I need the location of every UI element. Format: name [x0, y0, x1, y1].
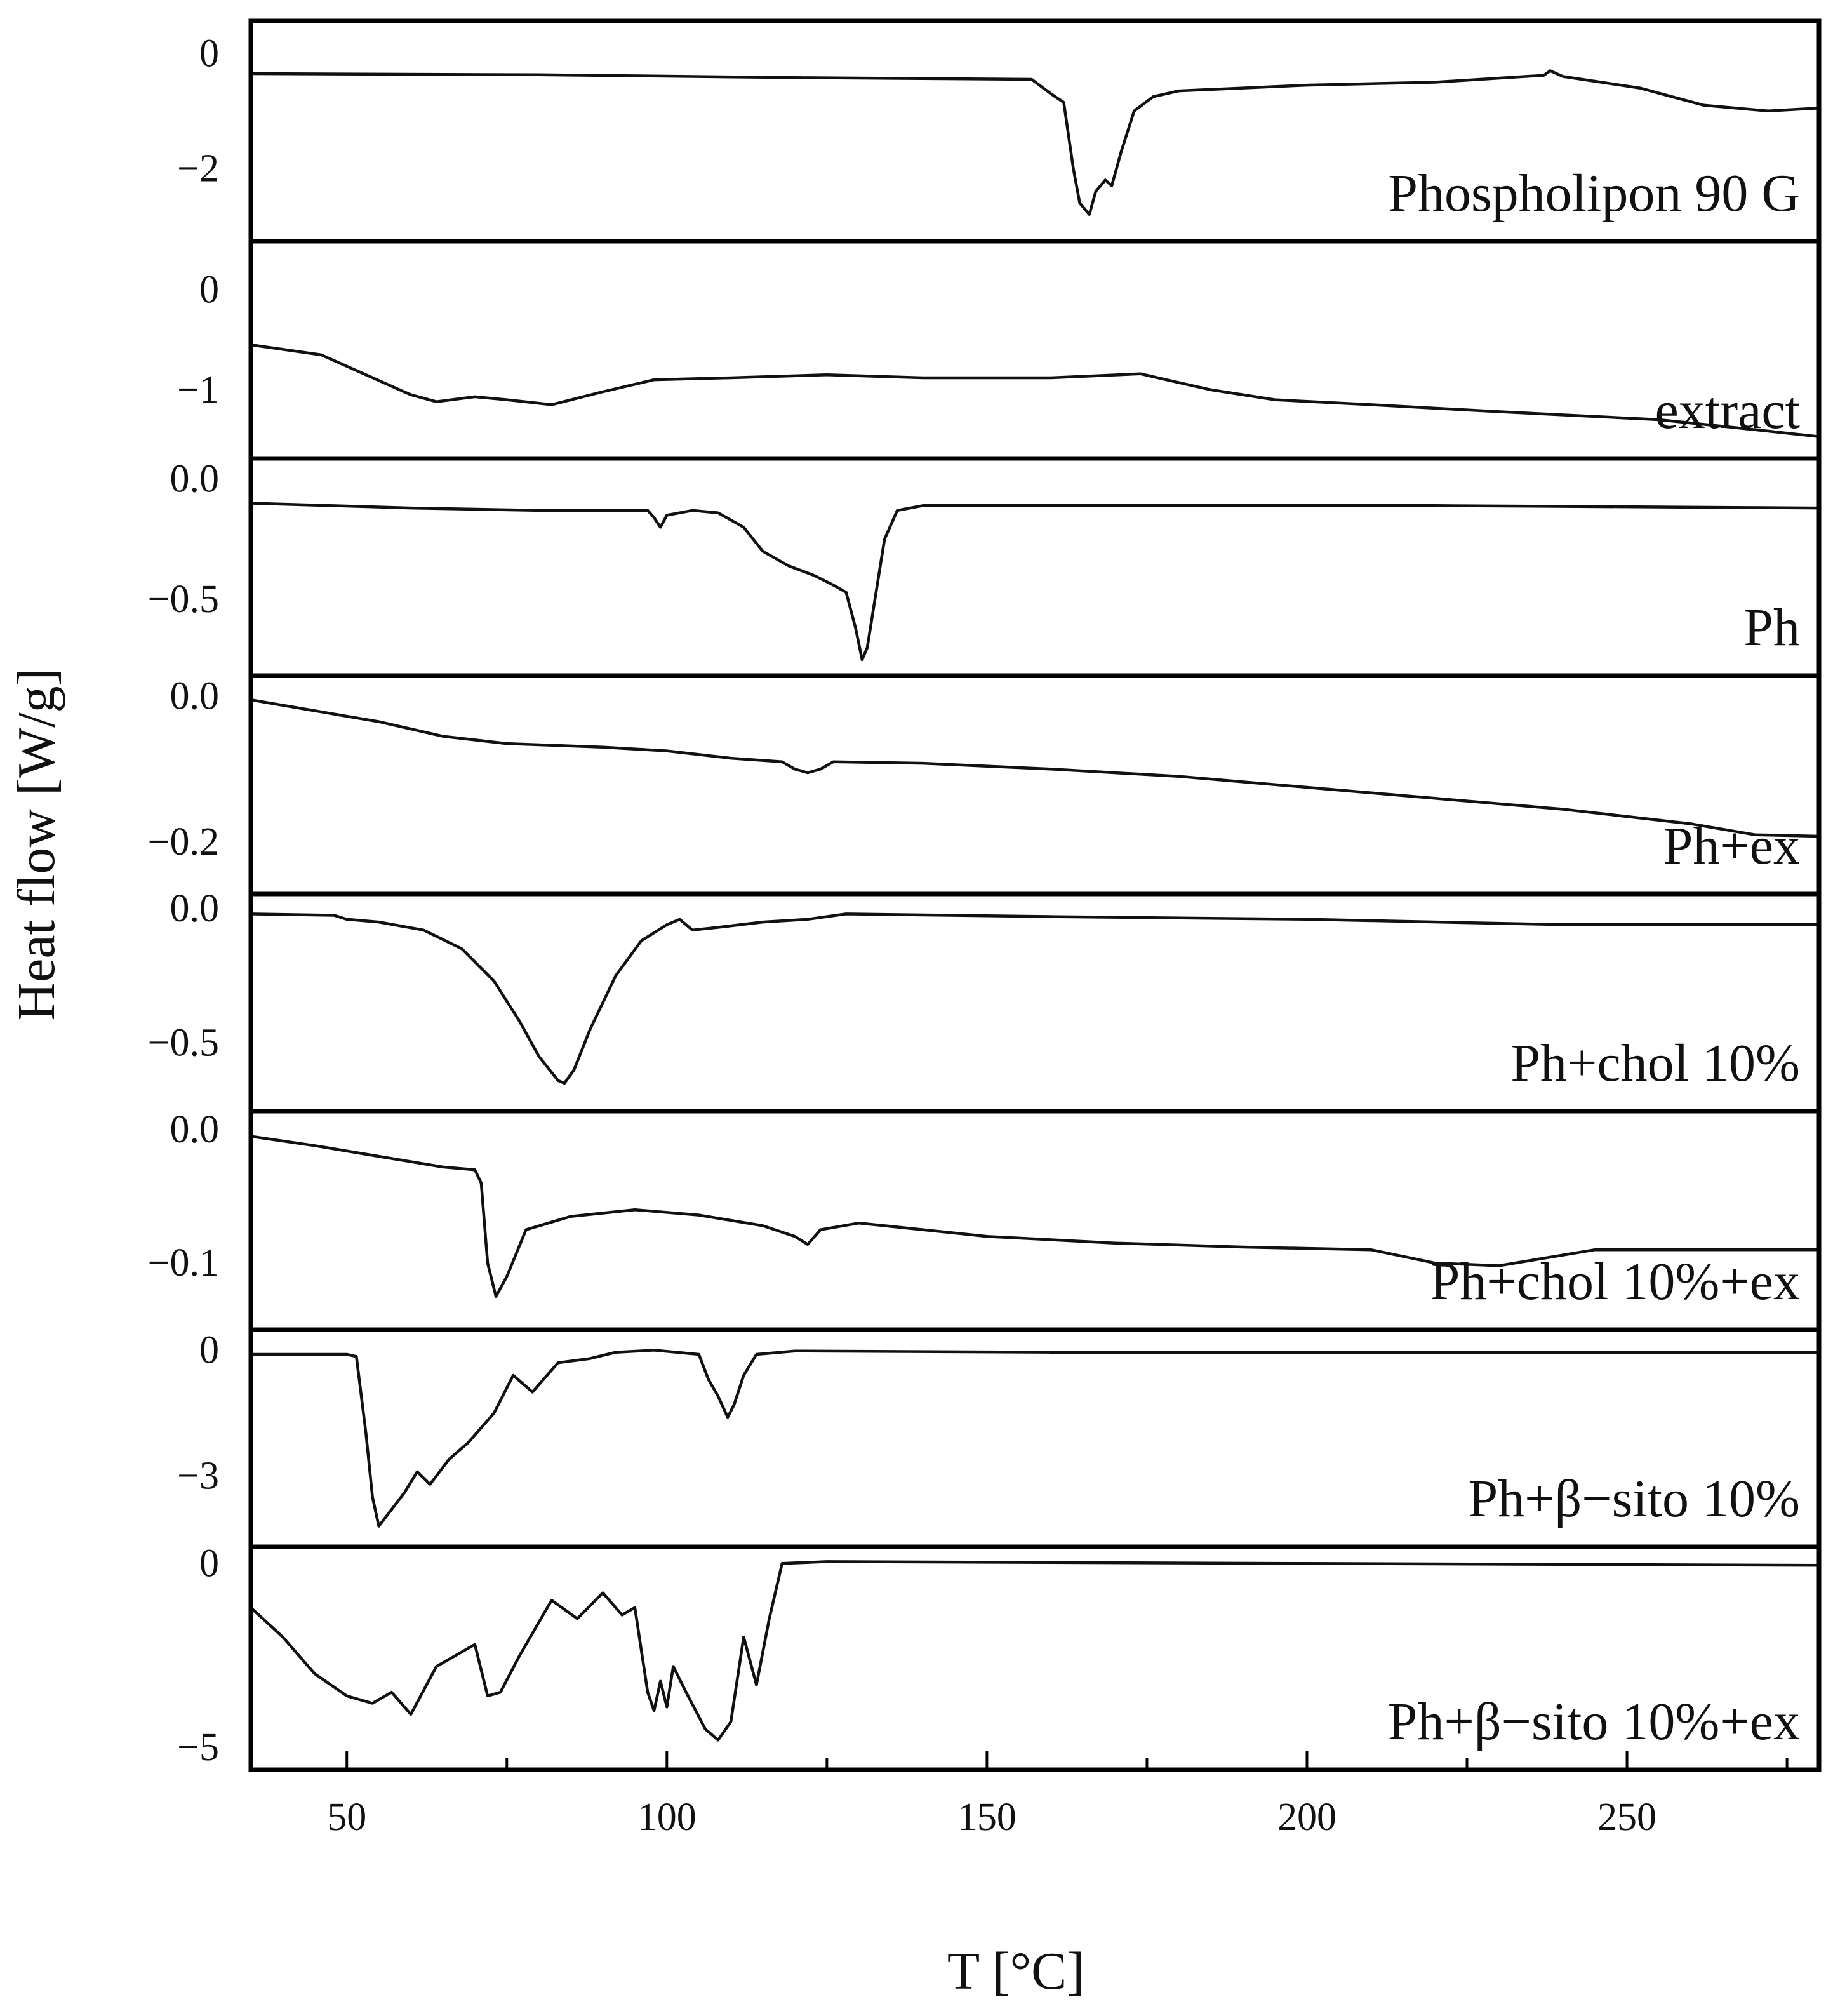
y-tick-label: −0.2 [148, 820, 219, 864]
x-tick-label: 150 [957, 1796, 1016, 1839]
y-tick-label: 0 [199, 269, 219, 312]
y-tick-label: 0 [199, 1542, 219, 1585]
x-tick-label: 100 [637, 1796, 697, 1839]
series-line [249, 343, 1821, 438]
panel-2: 0 −1 extract [177, 269, 1821, 440]
panel-3: 0.0 −0.5 Ph [148, 458, 1821, 662]
y-tick-label: −0.5 [148, 1021, 219, 1064]
panel-4: 0.0 −0.2 Ph+ex [148, 674, 1821, 876]
x-axis-title: T [°C] [947, 1942, 1084, 2001]
x-tick-label: 200 [1277, 1796, 1336, 1839]
series-label: Ph+β−sito 10%+ex [1388, 1692, 1800, 1751]
x-axis: 50 100 150 200 250 [327, 1751, 1789, 1839]
series-label: Ph+chol 10% [1510, 1034, 1800, 1093]
series-line [249, 912, 1821, 1085]
series-label: extract [1655, 381, 1801, 440]
y-tick-label: 0 [199, 1328, 219, 1372]
y-tick-label: −3 [177, 1454, 219, 1497]
series-label: Ph+chol 10%+ex [1430, 1252, 1800, 1311]
x-tick-label: 50 [327, 1796, 366, 1839]
y-tick-label: −0.5 [148, 578, 219, 621]
series-label: Ph+β−sito 10% [1468, 1469, 1800, 1528]
series-line [249, 502, 1821, 662]
y-tick-label: 0.0 [170, 458, 220, 501]
series-line [249, 698, 1821, 838]
y-tick-label: −1 [177, 368, 219, 411]
series-line [249, 1135, 1821, 1298]
panel-1: 0 −2 Phospholipon 90 G [177, 32, 1821, 223]
y-axis-title: Heat flow [W/g] [7, 668, 66, 1020]
series-line [249, 69, 1821, 217]
y-tick-label: −2 [177, 147, 219, 190]
frame-layer [248, 18, 1822, 1772]
y-tick-label: 0 [199, 32, 219, 75]
y-tick-label: −5 [177, 1726, 219, 1769]
panel-7: 0 −3 Ph+β−sito 10% [177, 1328, 1821, 1528]
series-label: Ph+ex [1663, 817, 1800, 876]
panel-5: 0.0 −0.5 Ph+chol 10% [148, 887, 1821, 1093]
y-tick-label: 0.0 [170, 1108, 220, 1151]
series-line [249, 1349, 1821, 1528]
panel-8: 0 −5 Ph+β−sito 10%+ex [177, 1542, 1821, 1769]
y-tick-label: 0.0 [170, 887, 220, 930]
y-tick-label: −0.1 [148, 1241, 219, 1285]
series-line [249, 1560, 1821, 1742]
series-label: Phospholipon 90 G [1388, 164, 1800, 223]
panel-6: 0.0 −0.1 Ph+chol 10%+ex [148, 1108, 1821, 1311]
x-tick-label: 250 [1597, 1796, 1656, 1839]
y-tick-label: 0.0 [170, 674, 220, 718]
series-label: Ph [1743, 598, 1800, 657]
